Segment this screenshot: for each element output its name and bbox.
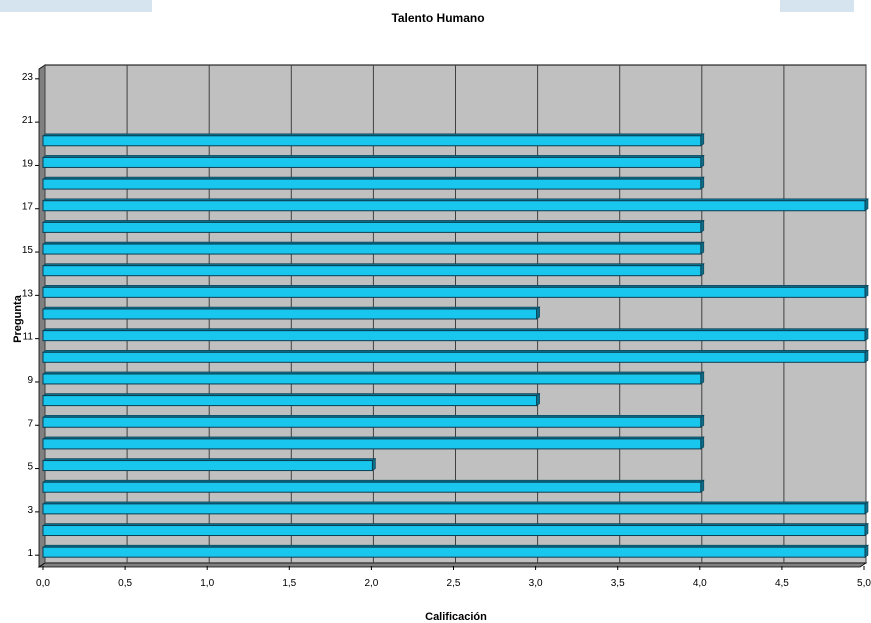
- x-axis-label: Calificación: [425, 611, 487, 623]
- y-tick-label: 15: [22, 245, 34, 256]
- x-tick-label: 1,5: [282, 578, 296, 589]
- y-tick-label: 3: [27, 505, 33, 516]
- bar: [42, 265, 702, 277]
- bar: [42, 135, 702, 147]
- bars: [42, 133, 869, 558]
- x-tick-label: 4,5: [775, 578, 789, 589]
- x-tick-label: 4,0: [693, 578, 707, 589]
- bar: [42, 330, 866, 342]
- x-tick-label: 0,0: [36, 578, 50, 589]
- bar: [42, 373, 702, 385]
- x-axis-ticks: 0,0 0,5 1,0 1,5 2,0 2,5 3,0 3,5 4,0 4,5 5,0: [36, 566, 871, 589]
- x-tick-label: 2,0: [364, 578, 378, 589]
- bar: [42, 308, 538, 320]
- y-tick-label: 9: [27, 375, 33, 386]
- corner-decoration-right: [780, 0, 854, 12]
- y-tick-label: 21: [22, 115, 34, 126]
- bar: [42, 286, 866, 298]
- x-tick-label: 3,5: [611, 578, 625, 589]
- bar: [42, 525, 866, 537]
- x-tick-label: 1,0: [200, 578, 214, 589]
- bar: [42, 351, 866, 363]
- y-tick-label: 1: [27, 548, 33, 559]
- x-tick-label: 3,0: [529, 578, 543, 589]
- x-tick-label: 5,0: [857, 578, 871, 589]
- bar: [42, 546, 866, 558]
- bar: [42, 395, 538, 407]
- y-axis-label: Pregunta: [12, 294, 24, 343]
- bar: [42, 503, 866, 515]
- bar: [42, 200, 866, 212]
- plot-floor: [37, 562, 868, 568]
- chart-title: Talento Humano: [391, 11, 484, 25]
- x-tick-label: 2,5: [447, 578, 461, 589]
- bar: [42, 416, 702, 428]
- y-tick-label: 7: [27, 418, 33, 429]
- bar: [42, 243, 702, 255]
- y-tick-label: 19: [22, 158, 34, 169]
- corner-decoration-left: [0, 0, 152, 12]
- bar: [42, 156, 702, 168]
- x-tick-label: 0,5: [118, 578, 132, 589]
- y-tick-label: 11: [23, 332, 34, 343]
- y-tick-label: 13: [22, 288, 34, 299]
- bar: [42, 221, 702, 233]
- bar: [42, 438, 702, 450]
- y-tick-label: 23: [22, 72, 34, 83]
- bar: [42, 178, 702, 190]
- bar: [42, 481, 702, 493]
- y-tick-label: 17: [22, 202, 34, 213]
- y-tick-label: 5: [27, 462, 33, 473]
- bar: [42, 460, 373, 472]
